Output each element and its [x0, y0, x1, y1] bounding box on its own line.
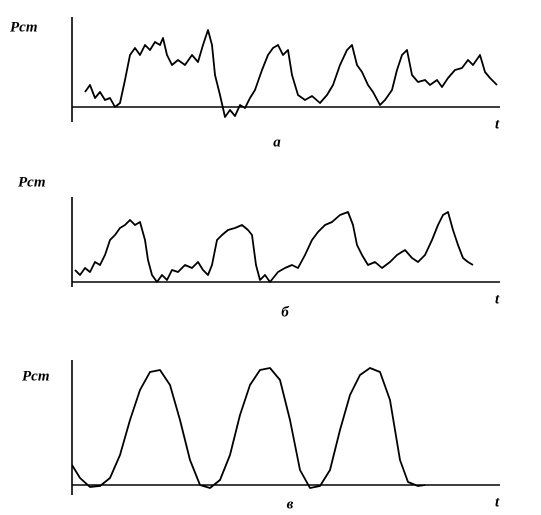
panel-caption: а	[273, 134, 281, 150]
curve	[71, 367, 426, 489]
y-axis-label: Pст	[22, 368, 50, 384]
panel-caption: в	[287, 496, 294, 512]
y-axis-label: Pст	[18, 174, 46, 190]
curve	[84, 29, 498, 118]
x-axis-label: t	[495, 494, 500, 510]
x-axis-label: t	[495, 291, 500, 307]
y-axis-label: Pст	[10, 19, 38, 35]
x-axis-label: t	[495, 116, 500, 132]
panel-caption: б	[281, 304, 289, 320]
curve	[74, 211, 474, 283]
